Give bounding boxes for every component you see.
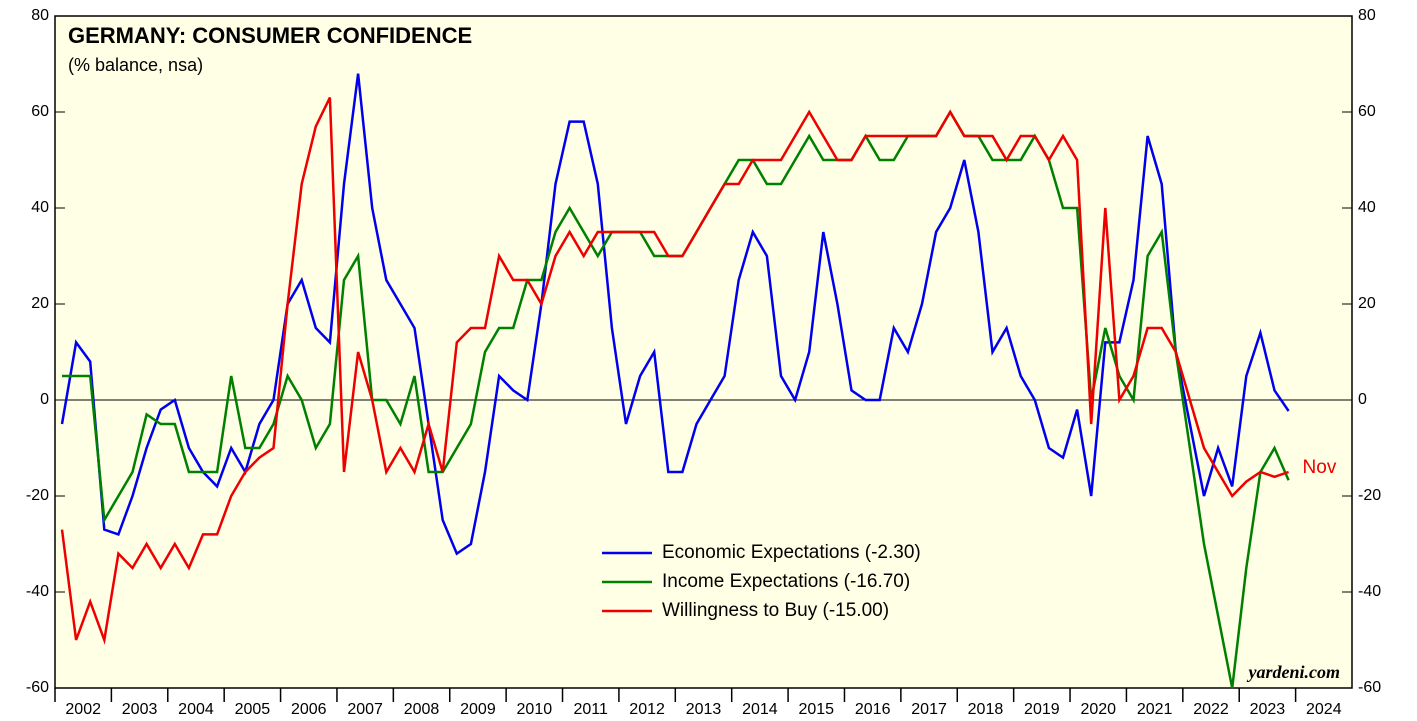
series-line bbox=[60, 73, 1290, 556]
x-tick-label: 2019 bbox=[1024, 701, 1060, 718]
x-tick-label: 2008 bbox=[404, 701, 440, 718]
x-tick-label: 2009 bbox=[460, 701, 496, 718]
x-tick-label: 2010 bbox=[517, 701, 553, 718]
source: yardeni.com bbox=[1247, 662, 1341, 682]
x-tick-label: 2020 bbox=[1080, 701, 1116, 718]
x-tick-label: 2004 bbox=[178, 701, 214, 718]
chart-subtitle: (% balance, nsa) bbox=[68, 55, 203, 75]
y-tick-label: -40 bbox=[26, 583, 49, 600]
y2-tick-label: -20 bbox=[1358, 487, 1381, 504]
y-tick-label: -20 bbox=[26, 487, 49, 504]
y2-tick-label: 40 bbox=[1358, 199, 1376, 216]
y2-tick-label: -40 bbox=[1358, 583, 1381, 600]
y2-tick-label: 0 bbox=[1358, 391, 1367, 408]
y-tick-label: 0 bbox=[40, 391, 49, 408]
y2-tick-label: 60 bbox=[1358, 103, 1376, 120]
chart-title: GERMANY: CONSUMER CONFIDENCE bbox=[68, 23, 472, 48]
y2-tick-label: 80 bbox=[1358, 7, 1376, 24]
y-tick-label: 80 bbox=[31, 7, 49, 24]
x-tick-label: 2002 bbox=[65, 701, 101, 718]
y-tick-label: -60 bbox=[26, 679, 49, 696]
x-tick-label: 2022 bbox=[1193, 701, 1229, 718]
x-tick-label: 2007 bbox=[347, 701, 383, 718]
x-tick-label: 2017 bbox=[911, 701, 947, 718]
x-tick-label: 2024 bbox=[1306, 701, 1342, 718]
legend-label: Economic Expectations (-2.30) bbox=[662, 542, 921, 563]
x-tick-label: 2013 bbox=[686, 701, 722, 718]
legend-label: Income Expectations (-16.70) bbox=[662, 571, 910, 592]
x-tick-label: 2006 bbox=[291, 701, 327, 718]
x-tick-label: 2012 bbox=[629, 701, 665, 718]
x-tick-label: 2016 bbox=[855, 701, 891, 718]
x-tick-label: 2014 bbox=[742, 701, 778, 718]
y2-tick-label: -60 bbox=[1358, 679, 1381, 696]
x-tick-label: 2021 bbox=[1137, 701, 1173, 718]
x-tick-label: 2003 bbox=[122, 701, 158, 718]
y-tick-label: 40 bbox=[31, 199, 49, 216]
plot-area bbox=[54, 15, 1353, 689]
legend-label: Willingness to Buy (-15.00) bbox=[662, 600, 889, 621]
y-tick-label: 20 bbox=[31, 295, 49, 312]
y2-tick-label: 20 bbox=[1358, 295, 1376, 312]
x-tick-label: 2015 bbox=[798, 701, 834, 718]
series-line bbox=[60, 97, 1290, 645]
annotation: Nov bbox=[1303, 457, 1337, 478]
x-tick-label: 2011 bbox=[574, 701, 609, 718]
x-tick-label: 2018 bbox=[968, 701, 1004, 718]
x-tick-label: 2023 bbox=[1250, 701, 1286, 718]
y-tick-label: 60 bbox=[31, 103, 49, 120]
x-tick-label: 2005 bbox=[235, 701, 271, 718]
